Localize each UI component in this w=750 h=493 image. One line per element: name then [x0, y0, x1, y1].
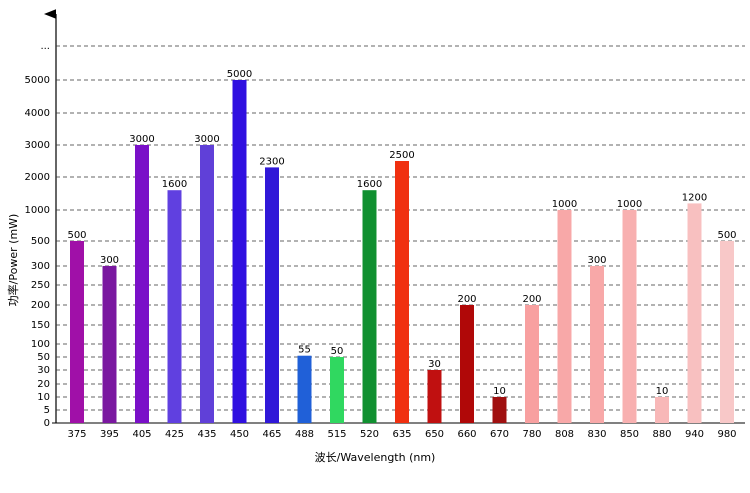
x-tick-label: 520	[360, 429, 379, 440]
y-tick-label: 20	[37, 379, 50, 390]
bar	[525, 305, 539, 423]
bar	[330, 357, 344, 423]
bar	[70, 241, 84, 423]
data-label: 300	[100, 255, 119, 266]
bar	[232, 80, 247, 423]
x-axis-title: 波长/Wavelength (nm)	[315, 451, 436, 464]
y-axis-title: 功率/Power (mW)	[6, 214, 20, 307]
y-tick-label: 4000	[25, 108, 50, 119]
y-tick-label: 150	[31, 320, 50, 331]
bar	[135, 145, 149, 423]
bar	[655, 397, 669, 423]
data-label: 1200	[682, 192, 707, 203]
data-label: 3000	[194, 134, 219, 145]
y-tick-label: 250	[31, 280, 50, 291]
axis-break-label: ...	[40, 41, 50, 52]
data-label: 3000	[129, 134, 154, 145]
data-label: 2500	[389, 150, 414, 161]
data-label: 30	[428, 359, 441, 370]
bar	[395, 161, 409, 423]
bar	[167, 190, 182, 423]
y-tick-label: 5	[44, 405, 50, 416]
bar	[427, 370, 442, 423]
y-tick-label: 500	[31, 236, 50, 247]
x-tick-label: 450	[230, 429, 249, 440]
data-label: 10	[493, 386, 506, 397]
bar	[557, 210, 572, 423]
x-tick-label: 425	[165, 429, 184, 440]
x-tick-label: 375	[67, 429, 86, 440]
x-tick-label: 515	[327, 429, 346, 440]
x-tick-label: 395	[100, 429, 119, 440]
data-label: 200	[457, 294, 476, 305]
y-tick-label: 0	[44, 418, 50, 429]
data-label: 1000	[617, 199, 642, 210]
data-label: 500	[67, 230, 86, 241]
data-label: 10	[656, 386, 669, 397]
bar	[622, 210, 637, 423]
bar	[362, 190, 377, 423]
data-label: 50	[331, 346, 344, 357]
bar	[297, 355, 312, 423]
x-tick-label: 670	[490, 429, 509, 440]
x-tick-label: 780	[522, 429, 541, 440]
x-tick-label: 808	[555, 429, 574, 440]
data-label: 1000	[552, 199, 577, 210]
bar	[200, 145, 214, 423]
x-tick-label: 880	[652, 429, 671, 440]
data-label: 1600	[357, 179, 382, 190]
y-tick-label: 3000	[25, 140, 50, 151]
y-tick-label: 1000	[25, 205, 50, 216]
bar	[460, 305, 474, 423]
y-tick-label: 200	[31, 300, 50, 311]
data-label: 300	[587, 255, 606, 266]
y-tick-label: 100	[31, 339, 50, 350]
x-tick-label: 830	[587, 429, 606, 440]
data-label: 1600	[162, 179, 187, 190]
data-label: 500	[717, 230, 736, 241]
bar	[492, 397, 507, 423]
x-tick-label: 980	[717, 429, 736, 440]
bar	[590, 266, 604, 423]
x-tick-label: 635	[392, 429, 411, 440]
x-tick-label: 850	[620, 429, 639, 440]
bar	[265, 167, 279, 423]
y-tick-label: 5000	[25, 75, 50, 86]
bar	[687, 203, 702, 423]
data-label: 200	[522, 294, 541, 305]
x-tick-label: 435	[197, 429, 216, 440]
y-tick-label: 10	[37, 392, 50, 403]
bar	[102, 266, 117, 423]
x-tick-label: 465	[262, 429, 281, 440]
x-tick-label: 940	[685, 429, 704, 440]
y-tick-label: 300	[31, 261, 50, 272]
bar	[720, 241, 734, 423]
x-tick-label: 650	[425, 429, 444, 440]
x-tick-label: 488	[295, 429, 314, 440]
y-tick-label: 2000	[25, 172, 50, 183]
data-label: 55	[298, 345, 311, 356]
data-label: 5000	[227, 69, 252, 80]
y-tick-label: 30	[37, 365, 50, 376]
x-tick-label: 660	[457, 429, 476, 440]
data-label: 2300	[259, 156, 284, 167]
x-tick-label: 405	[132, 429, 151, 440]
y-tick-label: 50	[37, 352, 50, 363]
